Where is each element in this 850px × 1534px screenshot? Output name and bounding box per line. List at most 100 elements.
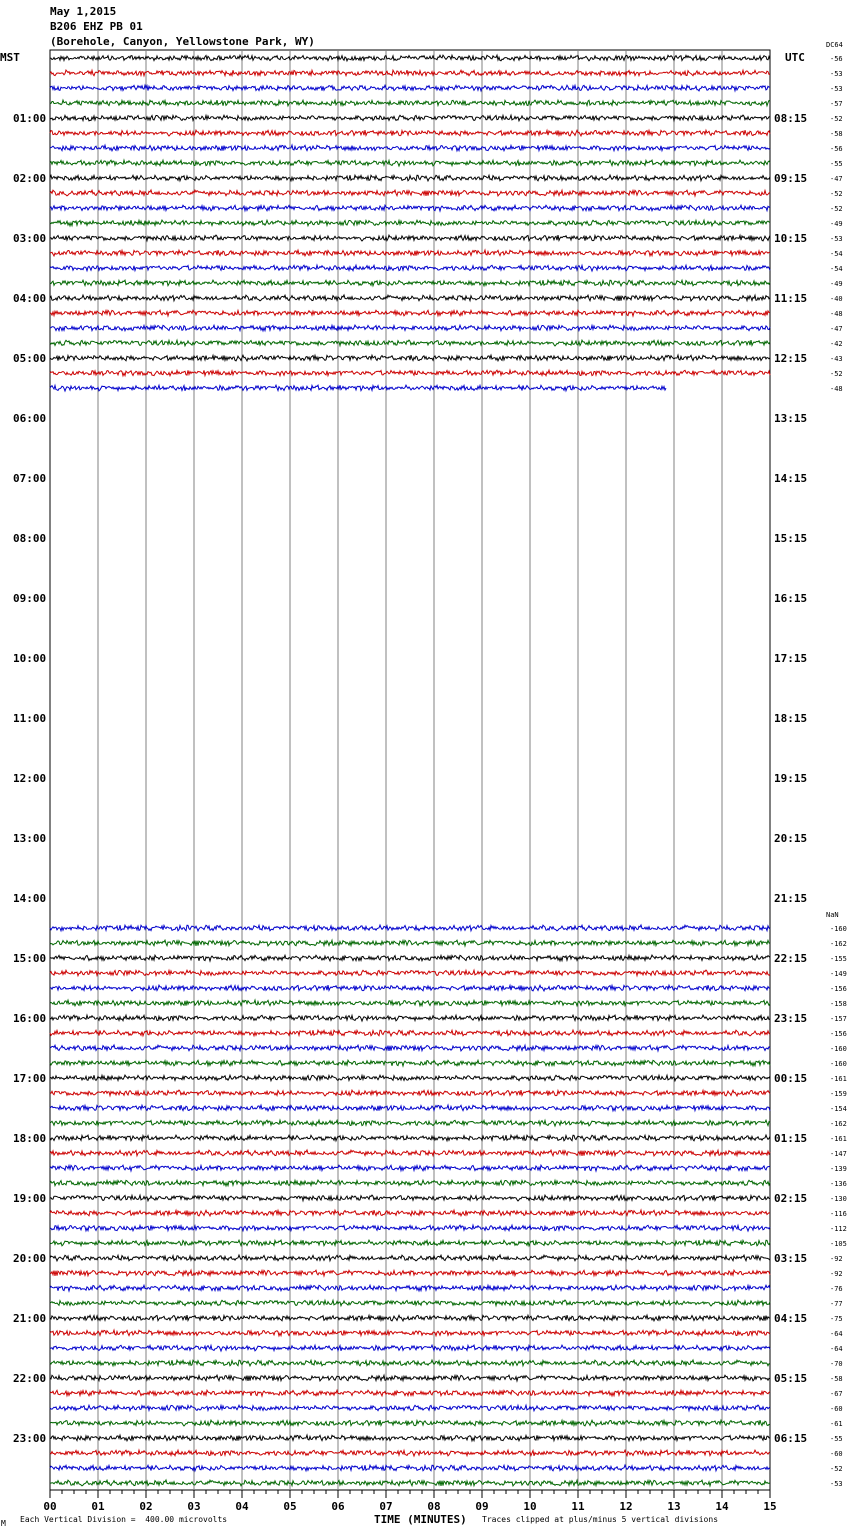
trace-line [49, 1328, 771, 1338]
utc-hour-label: 17:15 [774, 652, 807, 665]
mst-hour-label: 09:00 [13, 592, 46, 605]
x-tick-label: 07 [379, 1500, 392, 1513]
trace-line [49, 1478, 771, 1488]
mst-hour-label: 01:00 [13, 112, 46, 125]
trace-line [49, 248, 771, 258]
scale-note: Each Vertical Division = 400.00 microvol… [20, 1515, 228, 1524]
mst-hour-label: 23:00 [13, 1432, 46, 1445]
utc-hour-label: 00:15 [774, 1072, 807, 1085]
utc-hour-label: 09:15 [774, 172, 807, 185]
trace-line [49, 308, 771, 318]
utc-hour-label: 05:15 [774, 1372, 807, 1385]
trace-line [49, 1433, 771, 1443]
row-offset-label: -43 [830, 355, 843, 363]
trace-line [49, 128, 771, 138]
station-label: B206 EHZ PB 01 [50, 20, 143, 33]
row-offset-label: -52 [830, 190, 843, 198]
mst-hour-label: 12:00 [13, 772, 46, 785]
trace-line [49, 353, 771, 363]
x-tick-label: 08 [427, 1500, 440, 1513]
x-tick-label: 09 [475, 1500, 488, 1513]
trace-layer [49, 53, 771, 1488]
row-offset-label: -76 [830, 1285, 843, 1293]
trace-line [49, 1193, 771, 1203]
trace-line [49, 383, 667, 393]
mst-hour-label: 04:00 [13, 292, 46, 305]
row-offset-label: -56 [830, 145, 843, 153]
row-offset-label: -161 [830, 1075, 847, 1083]
x-tick-label: 10 [523, 1500, 536, 1513]
row-offset-label: -47 [830, 175, 843, 183]
utc-hour-label: 19:15 [774, 772, 807, 785]
row-offset-label: -155 [830, 955, 847, 963]
trace-line [49, 1343, 771, 1353]
row-offset-label: -112 [830, 1225, 847, 1233]
trace-line [49, 968, 771, 978]
x-tick-label: 05 [283, 1500, 296, 1513]
utc-hour-label: 14:15 [774, 472, 807, 485]
mst-hour-label: 03:00 [13, 232, 46, 245]
mst-hour-label: 11:00 [13, 712, 46, 725]
row-offset-label: -75 [830, 1315, 843, 1323]
row-offset-label: -77 [830, 1300, 843, 1308]
row-offset-label: -162 [830, 940, 847, 948]
mst-hour-label: 16:00 [13, 1012, 46, 1025]
trace-line [49, 53, 771, 63]
utc-hour-label: 23:15 [774, 1012, 807, 1025]
trace-line [49, 188, 771, 198]
mst-hour-label: 07:00 [13, 472, 46, 485]
row-offset-label: -156 [830, 985, 847, 993]
utc-hour-label: 08:15 [774, 112, 807, 125]
x-tick-label: 13 [667, 1500, 680, 1513]
corner-mark: M [1, 1519, 6, 1528]
x-tick-label: 12 [619, 1500, 632, 1513]
chart-header: May 1,2015 B206 EHZ PB 01 (Borehole, Can… [50, 4, 315, 49]
location-label: (Borehole, Canyon, Yellowstone Park, WY) [50, 35, 315, 48]
mst-hour-label: 22:00 [13, 1372, 46, 1385]
trace-line [49, 1223, 771, 1233]
row-offset-label: -60 [830, 1450, 843, 1458]
dc-header-label: NaN [826, 911, 839, 919]
trace-line [49, 263, 771, 273]
trace-line [49, 1133, 771, 1143]
row-offset-label: -116 [830, 1210, 847, 1218]
utc-hour-label: 21:15 [774, 892, 807, 905]
row-offset-label: -58 [830, 1375, 843, 1383]
mst-hour-label: 05:00 [13, 352, 46, 365]
utc-hour-label: 22:15 [774, 952, 807, 965]
trace-line [49, 1208, 771, 1218]
row-offset-label: -105 [830, 1240, 847, 1248]
row-offset-label: -47 [830, 325, 843, 333]
mst-hour-label: 06:00 [13, 412, 46, 425]
row-offset-label: -149 [830, 970, 847, 978]
trace-line [49, 1238, 771, 1248]
trace-line [49, 68, 771, 78]
utc-hour-label: 06:15 [774, 1432, 807, 1445]
row-offset-label: -49 [830, 220, 843, 228]
trace-line [49, 1358, 771, 1368]
trace-line [49, 1388, 771, 1398]
trace-line [49, 1103, 771, 1113]
trace-line [49, 1178, 771, 1188]
row-offset-label: -160 [830, 1060, 847, 1068]
row-offset-label: -61 [830, 1420, 843, 1428]
trace-line [49, 1148, 771, 1158]
x-tick-label: 14 [715, 1500, 729, 1513]
x-tick-label: 00 [43, 1500, 56, 1513]
utc-hour-label: 18:15 [774, 712, 807, 725]
row-offset-label: -48 [830, 385, 843, 393]
trace-line [49, 1448, 771, 1458]
trace-line [49, 233, 771, 243]
utc-hour-label: 01:15 [774, 1132, 807, 1145]
trace-line [49, 1313, 771, 1323]
trace-line [49, 173, 771, 183]
trace-line [49, 1118, 771, 1128]
row-offset-label: -54 [830, 250, 843, 258]
row-offset-label: -161 [830, 1135, 847, 1143]
x-tick-label: 06 [331, 1500, 345, 1513]
row-offset-label: -162 [830, 1120, 847, 1128]
trace-line [49, 1463, 771, 1473]
mst-hour-label: 17:00 [13, 1072, 46, 1085]
trace-line [49, 338, 771, 348]
trace-line [49, 1013, 771, 1023]
